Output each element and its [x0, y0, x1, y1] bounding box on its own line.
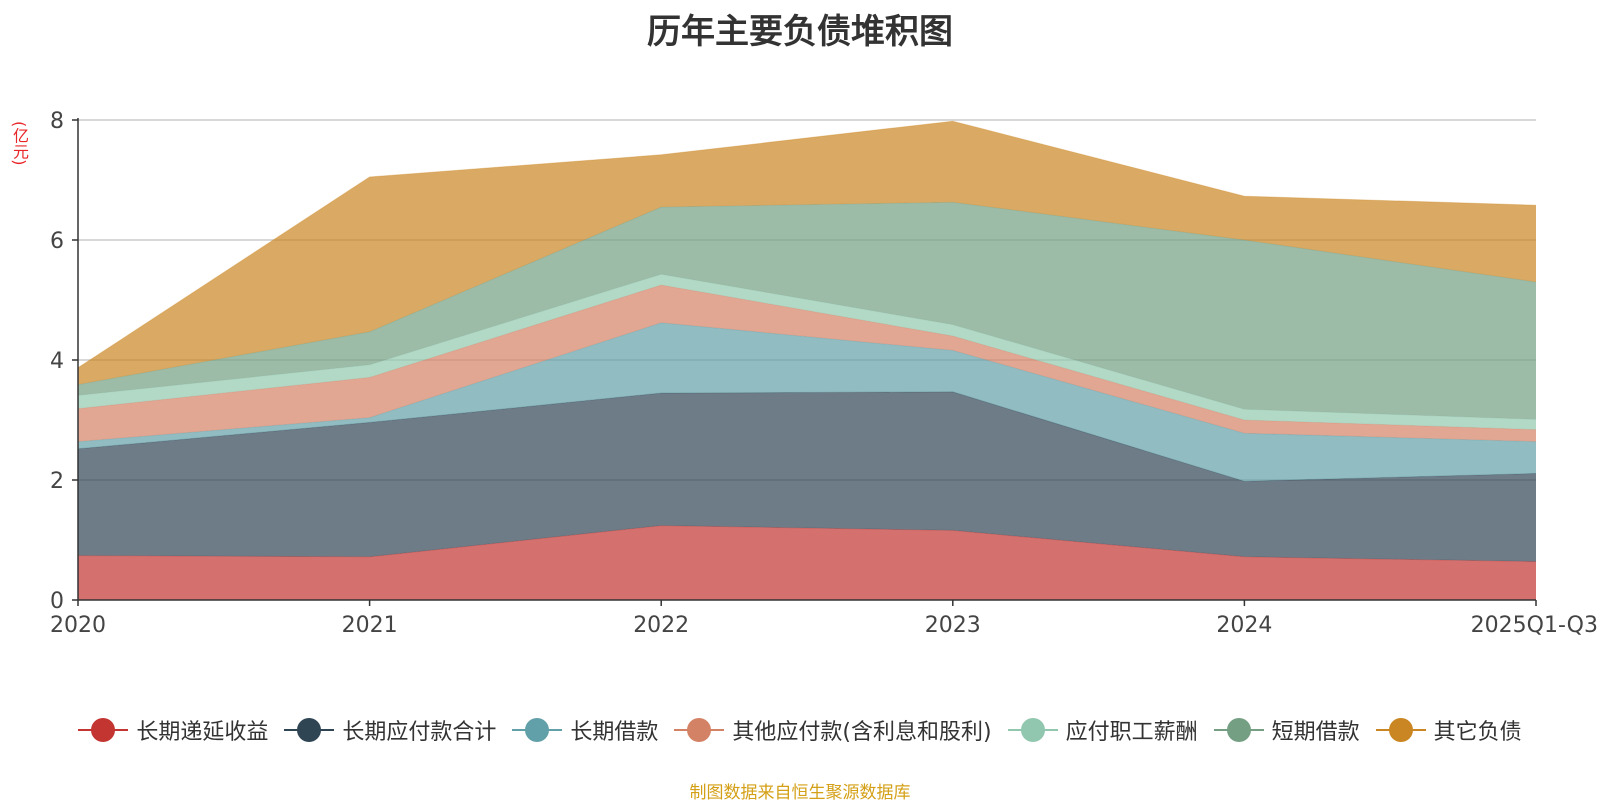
area-series-3	[78, 285, 1536, 442]
legend-marker	[1213, 718, 1264, 742]
area-series-0	[78, 525, 1536, 600]
area-series-edge-6	[77, 120, 1537, 369]
legend-marker	[512, 718, 563, 742]
x-tick-label: 2020	[50, 613, 106, 638]
legend-label: 应付职工薪酬	[1065, 720, 1198, 745]
legend-marker	[284, 718, 335, 742]
legend-label: 其他应付款(含利息和股利)	[732, 720, 992, 745]
legend-label: 其它负债	[1433, 720, 1522, 745]
legend-item[interactable]: 长期递延收益	[78, 714, 268, 746]
stacked-area-chart: 0 2 4 6 8 2020 2021 2022 2023 2024 2025Q1-Q3	[50, 109, 1598, 638]
x-tick-label: 2021	[342, 613, 398, 638]
y-axis-unit-label: (亿元)	[10, 121, 29, 166]
area-series	[77, 120, 1537, 600]
x-tick-label: 2024	[1216, 613, 1272, 638]
area-series-6	[78, 121, 1536, 385]
y-tick-label: 6	[50, 229, 64, 254]
legend: 长期递延收益 长期应付款合计 长期借款 其他应付款(含利息和股利) 应付职工薪酬 短期借款…	[0, 714, 1600, 746]
legend-marker	[78, 718, 129, 742]
y-tick-label: 0	[50, 589, 64, 614]
area-series-5	[78, 202, 1536, 420]
legend-marker	[674, 718, 725, 742]
legend-item[interactable]: 长期借款	[512, 714, 658, 746]
x-tick-label: 2025Q1-Q3	[1471, 613, 1598, 638]
legend-label: 长期递延收益	[136, 720, 269, 745]
legend-item[interactable]: 其他应付款(含利息和股利)	[674, 714, 992, 746]
legend-item[interactable]: 应付职工薪酬	[1007, 714, 1198, 746]
source-note: 制图数据来自恒生聚源数据库	[689, 783, 911, 803]
chart-title: 历年主要负债堆积图	[647, 12, 953, 52]
y-tick-label: 8	[50, 109, 64, 134]
legend-item[interactable]: 短期借款	[1213, 714, 1360, 746]
y-tick-label: 2	[50, 469, 64, 494]
legend-label: 长期借款	[570, 720, 659, 745]
y-tick-label: 4	[50, 349, 64, 374]
area-series-edge-5	[77, 201, 1537, 386]
legend-label: 短期借款	[1271, 720, 1360, 745]
area-series-1	[78, 391, 1536, 562]
legend-item[interactable]: 长期应付款合计	[284, 714, 496, 746]
legend-item[interactable]: 其它负债	[1375, 714, 1522, 746]
area-series-2	[78, 322, 1536, 482]
x-tick-label: 2023	[925, 613, 981, 638]
axes: 0 2 4 6 8 2020 2021 2022 2023 2024 2025Q1-Q3	[50, 109, 1598, 638]
legend-marker	[1007, 718, 1058, 742]
area-series-4	[78, 274, 1536, 430]
legend-marker	[1375, 718, 1426, 742]
x-tick-label: 2022	[633, 613, 689, 638]
legend-label: 长期应付款合计	[342, 720, 497, 745]
